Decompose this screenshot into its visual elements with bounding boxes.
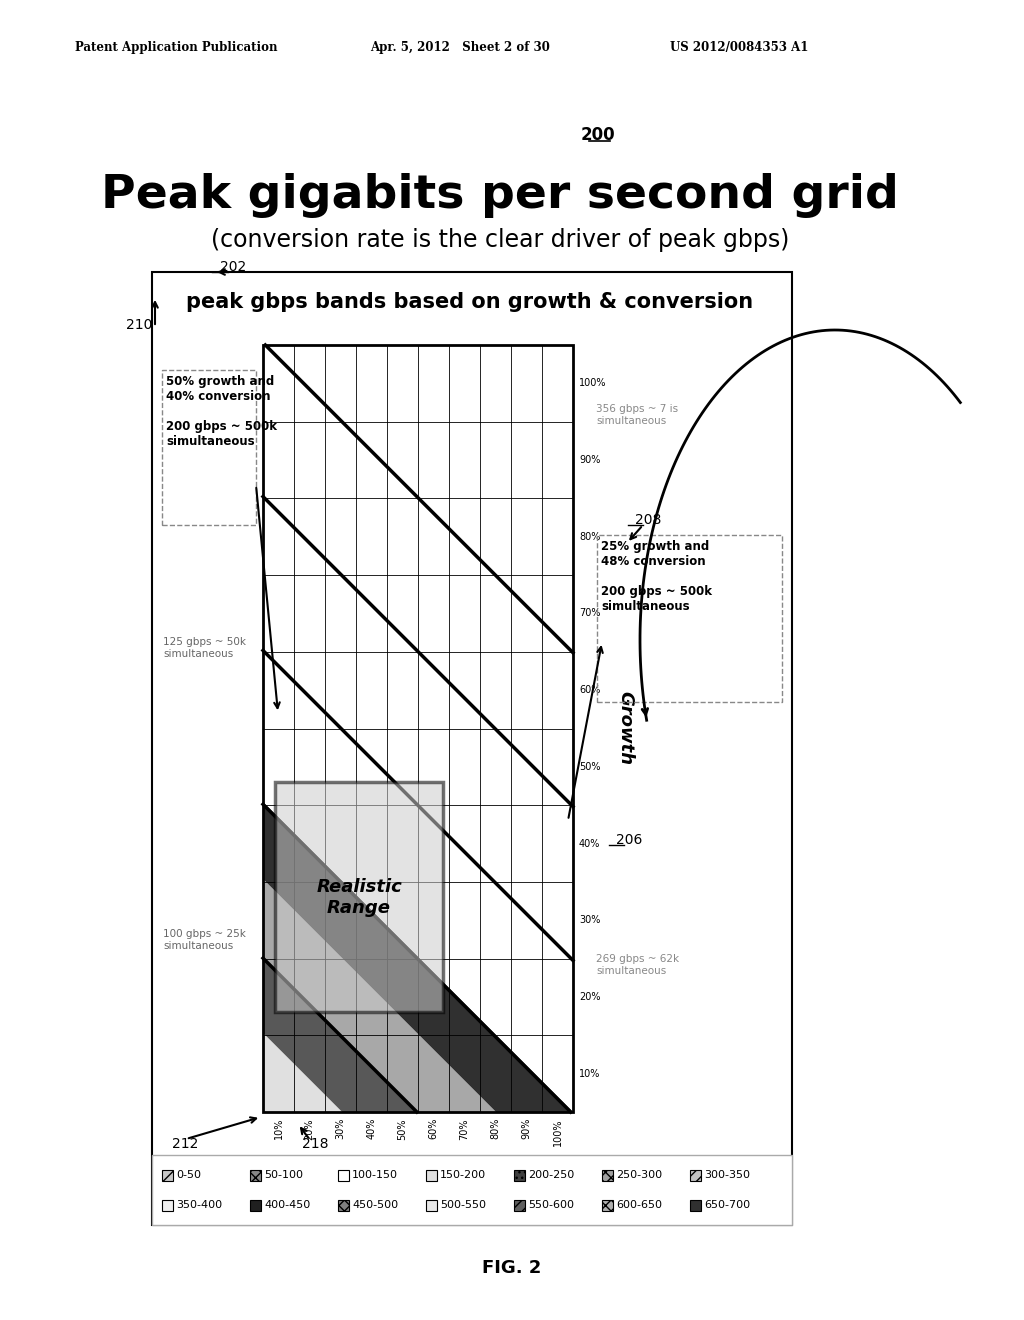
Text: 20%: 20% (579, 991, 600, 1002)
Text: 200: 200 (581, 125, 615, 144)
Bar (602, 1200, 613, 1212)
Text: 20%: 20% (304, 1118, 314, 1139)
Text: 350-400: 350-400 (176, 1200, 222, 1210)
Bar (152, 1155, 792, 1225)
Text: peak gbps bands based on growth & conversion: peak gbps bands based on growth & conver… (186, 292, 754, 312)
Bar (250, 1170, 261, 1180)
Bar (275, 783, 442, 1012)
Text: 400-450: 400-450 (264, 1200, 310, 1210)
Text: 60%: 60% (428, 1118, 438, 1139)
Bar (426, 1170, 437, 1180)
Bar (597, 535, 782, 702)
Bar (602, 1170, 613, 1180)
Text: 356 gbps ~ 7 is
simultaneous: 356 gbps ~ 7 is simultaneous (596, 404, 678, 426)
Text: 125 gbps ~ 50k
simultaneous: 125 gbps ~ 50k simultaneous (163, 638, 246, 659)
Text: 150-200: 150-200 (440, 1170, 486, 1180)
Bar (338, 1170, 349, 1180)
Text: 206: 206 (616, 833, 642, 847)
Text: 210: 210 (126, 318, 152, 333)
Bar (162, 1170, 173, 1180)
Text: 650-700: 650-700 (705, 1200, 751, 1210)
Text: 100-150: 100-150 (352, 1170, 398, 1180)
Bar (263, 345, 573, 1111)
Text: Peak gigabits per second grid: Peak gigabits per second grid (101, 173, 899, 218)
Bar (514, 1170, 525, 1180)
Text: 202: 202 (220, 260, 246, 275)
Text: 500-550: 500-550 (440, 1200, 486, 1210)
Text: 300-350: 300-350 (705, 1170, 750, 1180)
Text: 80%: 80% (490, 1118, 501, 1139)
Bar (690, 1170, 701, 1180)
Text: 100%: 100% (553, 1118, 562, 1146)
Text: 70%: 70% (460, 1118, 469, 1139)
Text: 50%: 50% (397, 1118, 408, 1139)
Text: 600-650: 600-650 (616, 1200, 662, 1210)
Text: 250-300: 250-300 (616, 1170, 663, 1180)
Text: 25% growth and
48% conversion

200 gbps ~ 500k
simultaneous: 25% growth and 48% conversion 200 gbps ~… (601, 540, 712, 612)
Polygon shape (263, 1032, 342, 1111)
Text: 0-50: 0-50 (176, 1170, 201, 1180)
Text: 30%: 30% (336, 1118, 345, 1139)
Text: 50% growth and
40% conversion

200 gbps ~ 500k
simultaneous: 50% growth and 40% conversion 200 gbps ~… (166, 375, 278, 447)
Text: 208: 208 (635, 513, 662, 527)
Text: 60%: 60% (579, 685, 600, 696)
Text: 10%: 10% (579, 1069, 600, 1078)
Text: 40%: 40% (367, 1118, 377, 1139)
Bar (152, 272, 792, 1225)
Bar (338, 1200, 349, 1212)
Text: (conversion rate is the clear driver of peak gbps): (conversion rate is the clear driver of … (211, 228, 790, 252)
Text: 212: 212 (172, 1137, 199, 1151)
Text: 80%: 80% (579, 532, 600, 541)
Text: 30%: 30% (579, 915, 600, 925)
Text: 200-250: 200-250 (528, 1170, 574, 1180)
Text: 204: 204 (420, 1181, 446, 1195)
Text: Patent Application Publication: Patent Application Publication (75, 41, 278, 54)
Text: 10%: 10% (273, 1118, 284, 1139)
Text: Realistic
Range: Realistic Range (316, 878, 402, 916)
Text: Growth: Growth (616, 692, 634, 766)
Bar (250, 1200, 261, 1212)
Polygon shape (263, 879, 496, 1111)
Text: 50-100: 50-100 (264, 1170, 303, 1180)
Text: 550-600: 550-600 (528, 1200, 574, 1210)
Polygon shape (263, 956, 419, 1111)
Text: 100%: 100% (579, 379, 606, 388)
Bar (514, 1200, 525, 1212)
Text: 70%: 70% (579, 609, 600, 619)
Text: 269 gbps ~ 62k
simultaneous: 269 gbps ~ 62k simultaneous (596, 954, 679, 975)
Bar (426, 1200, 437, 1212)
Text: 40%: 40% (579, 838, 600, 849)
Text: 100 gbps ~ 25k
simultaneous: 100 gbps ~ 25k simultaneous (163, 929, 246, 950)
Bar (690, 1200, 701, 1212)
Polygon shape (263, 1110, 265, 1111)
Text: Conversion: Conversion (372, 1162, 484, 1179)
Text: 218: 218 (302, 1137, 329, 1151)
Polygon shape (263, 803, 573, 1111)
Text: Apr. 5, 2012   Sheet 2 of 30: Apr. 5, 2012 Sheet 2 of 30 (370, 41, 550, 54)
Text: 90%: 90% (579, 455, 600, 465)
Text: 450-500: 450-500 (352, 1200, 398, 1210)
Text: US 2012/0084353 A1: US 2012/0084353 A1 (670, 41, 808, 54)
Bar (162, 370, 256, 525)
Text: 50%: 50% (579, 762, 600, 772)
Bar (162, 1200, 173, 1212)
Text: 90%: 90% (521, 1118, 531, 1139)
Text: FIG. 2: FIG. 2 (482, 1259, 542, 1276)
